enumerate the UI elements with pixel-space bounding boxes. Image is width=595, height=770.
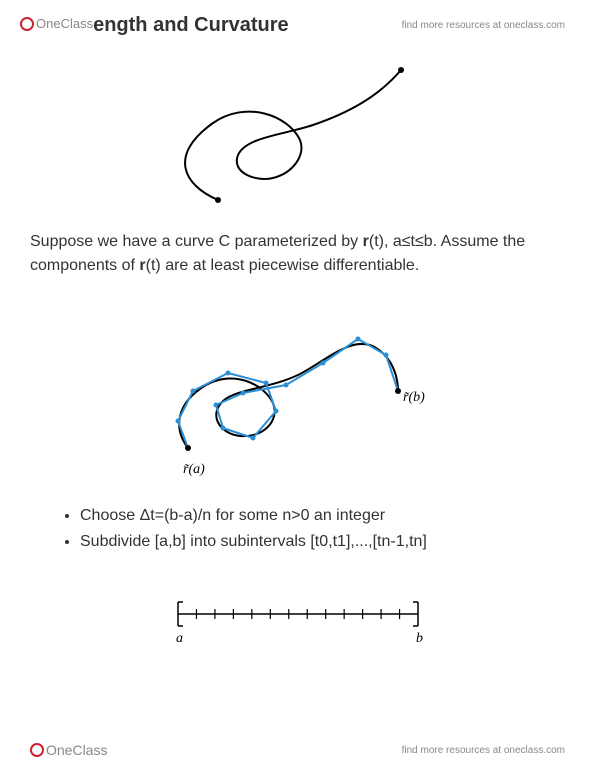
brand-name-footer: OneClass (46, 742, 107, 758)
page-footer: OneClass find more resources at oneclass… (0, 742, 595, 758)
curve-sketch-1 (68, 55, 528, 215)
figure-curve-1 (30, 55, 565, 215)
brand-logo-footer: OneClass (30, 742, 107, 758)
svg-text:b: b (416, 631, 423, 646)
brand-name: OneClass (36, 16, 93, 31)
number-line-sketch: ab (118, 584, 478, 649)
curve-sketch-2: r̃(a) r̃(b) (68, 293, 528, 488)
brand-logo: OneClass (20, 16, 93, 31)
para1-pre: Suppose we have a curve C parameterized … (30, 233, 363, 250)
logo-circle-icon (20, 17, 34, 31)
intro-paragraph: Suppose we have a curve C parameterized … (30, 230, 565, 278)
logo-title-wrap: OneClass ength and Curvature (20, 14, 289, 37)
page-header: OneClass ength and Curvature find more r… (0, 0, 595, 40)
page-title: ength and Curvature (93, 14, 289, 37)
bullet-list: Choose Δt=(b-a)/n for some n>0 an intege… (30, 503, 565, 554)
figure-number-line: ab (30, 584, 565, 649)
resources-link-bottom[interactable]: find more resources at oneclass.com (402, 745, 565, 756)
content-area: Suppose we have a curve C parameterized … (0, 55, 595, 649)
svg-text:r̃(a): r̃(a) (183, 462, 205, 477)
figure-curve-2: r̃(a) r̃(b) (30, 293, 565, 488)
bullet-item-2: Subdivide [a,b] into subintervals [t0,t1… (80, 529, 565, 555)
para1-post: (t) are at least piecewise differentiabl… (146, 257, 420, 274)
logo-circle-icon (30, 743, 44, 757)
bullet-item-1: Choose Δt=(b-a)/n for some n>0 an intege… (80, 503, 565, 529)
svg-text:r̃(b): r̃(b) (403, 390, 425, 405)
svg-text:a: a (176, 631, 183, 646)
resources-link-top[interactable]: find more resources at oneclass.com (402, 20, 565, 31)
